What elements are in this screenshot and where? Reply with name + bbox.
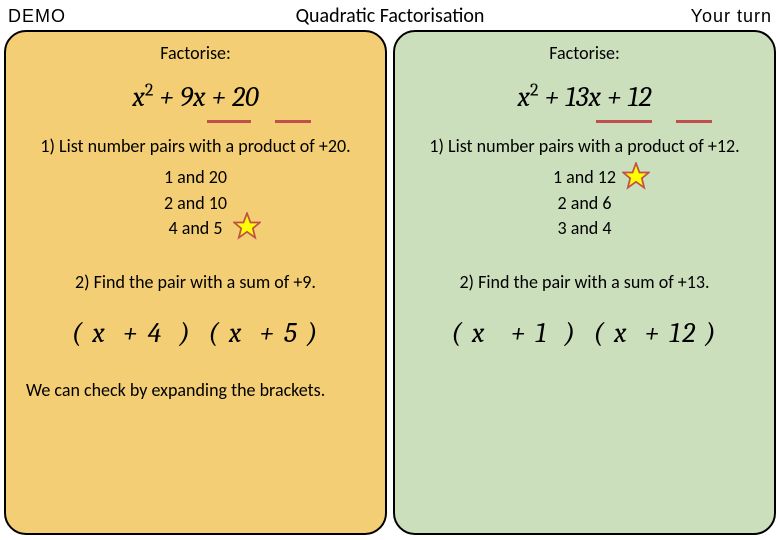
left-expression: x2 + 9x + 20	[132, 80, 258, 113]
left-step2: 2) Find the pair with a sum of +9.	[18, 271, 373, 293]
left-step1: 1) List number pairs with a product of +…	[18, 135, 373, 157]
right-subtitle: Factorise:	[407, 42, 762, 64]
header: DEMO Quadratic Factorisation Your turn	[0, 0, 780, 30]
header-right-label: Your turn	[691, 6, 772, 27]
left-expression-text: x2 + 9x + 20	[132, 81, 258, 113]
right-expression: x2 + 13x + 12	[518, 80, 652, 113]
star-icon	[622, 162, 650, 190]
yourturn-panel: Factorise: x2 + 13x + 12 1) List number …	[393, 30, 776, 535]
right-pairs: 1 and 12 2 and 6 3 and 4	[553, 165, 616, 241]
left-underline-constant	[275, 120, 311, 123]
left-answer: ( x + 4 ) ( x + 5 )	[18, 317, 373, 349]
left-pair-0: 1 and 20	[164, 165, 227, 190]
panels-container: Factorise: x2 + 9x + 20 1) List number p…	[0, 30, 780, 535]
left-subtitle: Factorise:	[18, 42, 373, 64]
left-pairs: 1 and 20 2 and 10 4 and 5	[164, 165, 227, 241]
demo-panel: Factorise: x2 + 9x + 20 1) List number p…	[4, 30, 387, 535]
header-title: Quadratic Factorisation	[0, 4, 780, 28]
right-underline-middle	[596, 120, 652, 123]
right-expression-text: x2 + 13x + 12	[518, 81, 652, 113]
right-step1: 1) List number pairs with a product of +…	[407, 135, 762, 157]
right-pair-2: 3 and 4	[553, 216, 616, 241]
right-step2: 2) Find the pair with a sum of +13.	[407, 271, 762, 293]
right-pair-0: 1 and 12	[553, 165, 616, 190]
star-icon	[233, 212, 261, 240]
left-footnote: We can check by expanding the brackets.	[18, 379, 373, 401]
right-answer: ( x + 1 ) ( x + 12 )	[407, 317, 762, 349]
left-pair-2: 4 and 5	[164, 216, 227, 241]
left-pair-1: 2 and 10	[164, 191, 227, 216]
left-underline-middle	[207, 120, 251, 123]
right-underline-constant	[676, 120, 712, 123]
right-pair-1: 2 and 6	[553, 191, 616, 216]
